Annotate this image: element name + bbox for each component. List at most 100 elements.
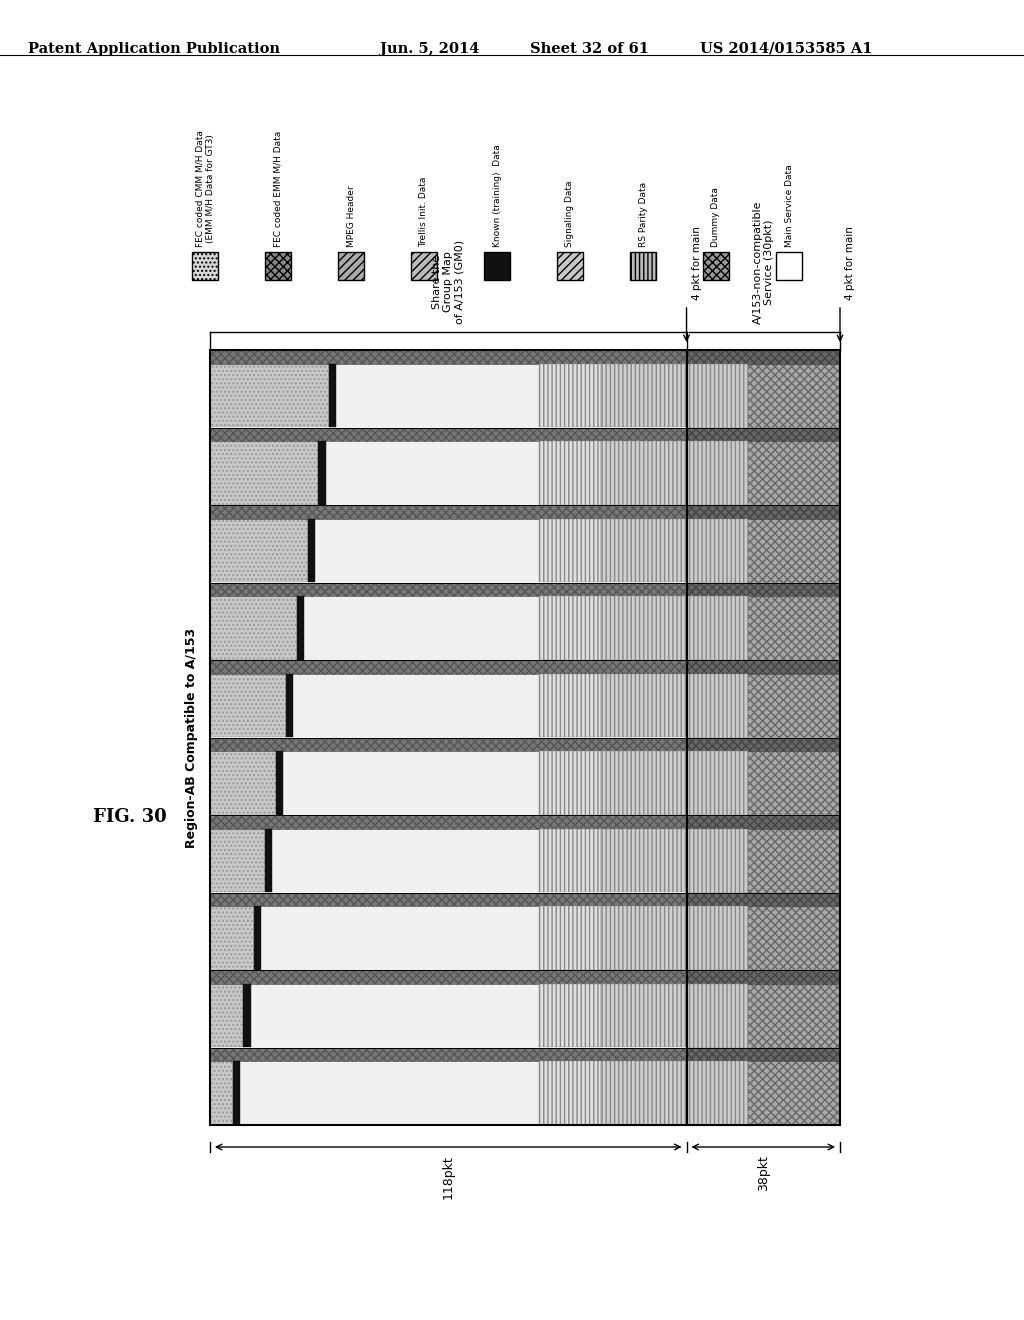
Bar [283, 751, 539, 814]
Bar [283, 751, 539, 814]
Bar [601, 364, 686, 426]
Bar [210, 675, 287, 737]
Bar [686, 582, 840, 660]
Bar [686, 441, 748, 506]
Text: Trellis Init. Data: Trellis Init. Data [420, 177, 428, 247]
Bar [314, 519, 539, 582]
Bar [539, 751, 601, 814]
Bar [210, 350, 686, 364]
Bar [338, 252, 364, 280]
Text: Signaling Data: Signaling Data [565, 181, 574, 247]
Bar [539, 364, 601, 426]
Bar [686, 892, 840, 970]
Bar [601, 1061, 686, 1125]
Bar [240, 1061, 539, 1125]
Bar [294, 675, 539, 737]
Bar [686, 350, 840, 428]
Bar [411, 252, 437, 280]
Bar [294, 675, 539, 737]
Bar [210, 364, 329, 426]
Bar [601, 597, 686, 660]
Bar [314, 519, 539, 582]
Bar [210, 519, 307, 582]
Bar [329, 364, 336, 426]
Bar [686, 970, 840, 983]
Text: Main Service Data: Main Service Data [784, 165, 794, 247]
Bar [210, 506, 686, 519]
Bar [686, 519, 748, 582]
Bar [254, 907, 261, 969]
Bar [601, 983, 686, 1047]
Bar [686, 506, 840, 519]
Text: 4 pkt for main: 4 pkt for main [845, 226, 855, 300]
Bar [686, 1048, 840, 1125]
Bar [275, 751, 283, 814]
Bar [686, 364, 748, 428]
Bar [539, 441, 601, 504]
Text: Jun. 5, 2014: Jun. 5, 2014 [380, 42, 479, 55]
Bar [686, 751, 748, 814]
Bar [210, 970, 686, 983]
Bar [539, 519, 601, 582]
Bar [703, 252, 729, 280]
Text: A/153-non-compatible
Service (30pkt): A/153-non-compatible Service (30pkt) [753, 201, 774, 323]
Bar [686, 597, 748, 660]
Bar [601, 907, 686, 969]
Text: 118pkt: 118pkt [441, 1155, 455, 1199]
Bar [686, 1061, 748, 1125]
Bar [539, 675, 601, 737]
Bar [686, 738, 840, 814]
Bar [686, 506, 840, 582]
Bar [318, 441, 326, 504]
Bar [686, 892, 840, 907]
Bar [539, 1061, 601, 1125]
Bar [601, 675, 686, 737]
Bar [210, 660, 686, 675]
Bar [601, 441, 686, 504]
Bar [336, 364, 539, 426]
Text: RS Parity Data: RS Parity Data [639, 182, 647, 247]
Text: FEC coded EMM M/H Data: FEC coded EMM M/H Data [273, 131, 283, 247]
Bar [539, 829, 601, 892]
Bar [210, 814, 686, 829]
Bar [210, 1061, 232, 1125]
Bar [686, 428, 840, 441]
Bar [776, 252, 802, 280]
Bar [210, 829, 265, 892]
Bar [686, 829, 748, 892]
Bar [193, 252, 218, 280]
Bar [307, 519, 314, 582]
Bar [686, 814, 840, 829]
Bar [261, 907, 539, 969]
Bar [601, 829, 686, 892]
Bar [304, 597, 539, 660]
Bar [265, 252, 291, 280]
Bar [251, 983, 539, 1047]
Bar [686, 660, 840, 738]
Text: Patent Application Publication: Patent Application Publication [28, 42, 280, 55]
Text: 38pkt: 38pkt [757, 1155, 770, 1191]
Text: Region-AB Compatible to A/153: Region-AB Compatible to A/153 [185, 627, 198, 847]
Text: Sheet 32 of 61: Sheet 32 of 61 [530, 42, 649, 55]
Bar [539, 983, 601, 1047]
Bar [210, 1048, 686, 1061]
Bar [297, 597, 304, 660]
Bar [210, 983, 244, 1047]
Bar [326, 441, 539, 504]
Bar [326, 441, 539, 504]
Bar [244, 983, 251, 1047]
Bar [210, 428, 686, 441]
Text: Share the
Group Map
of A/153 (GM0): Share the Group Map of A/153 (GM0) [432, 240, 465, 323]
Bar [210, 751, 275, 814]
Bar [539, 597, 601, 660]
Bar [686, 428, 840, 506]
Bar [265, 829, 272, 892]
Text: MPEG Header: MPEG Header [346, 185, 355, 247]
Bar [686, 660, 840, 675]
Bar [251, 983, 539, 1047]
Bar [240, 1061, 539, 1125]
Bar [686, 582, 840, 597]
Bar [686, 350, 840, 364]
Bar [630, 252, 656, 280]
Bar [686, 738, 840, 751]
